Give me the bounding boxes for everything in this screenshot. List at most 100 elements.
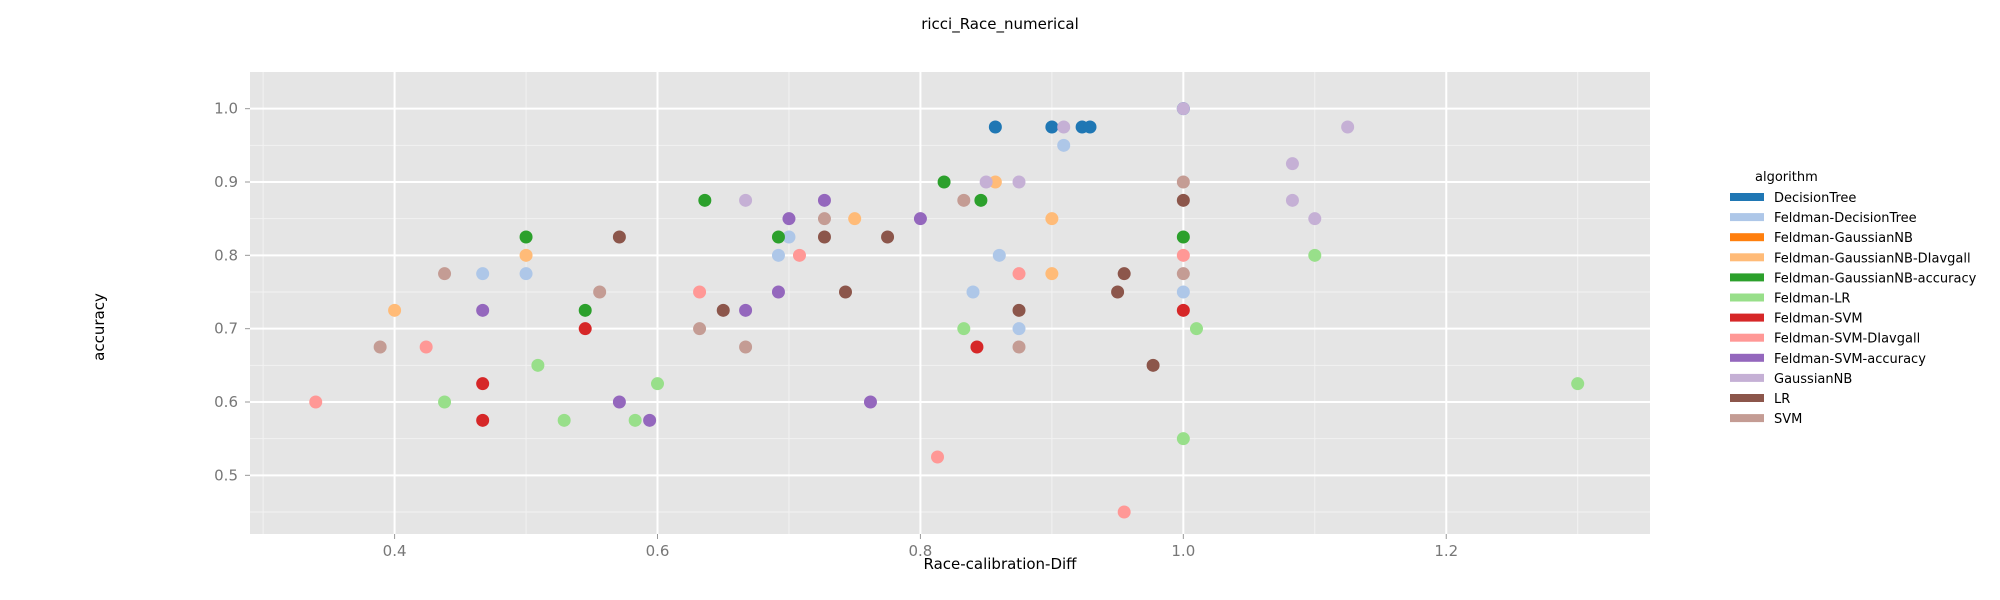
data-point [1176, 285, 1190, 299]
data-point [693, 285, 707, 299]
data-point [698, 193, 712, 207]
data-point [739, 340, 753, 354]
data-point [966, 285, 980, 299]
data-point [782, 212, 796, 226]
x-tick-label: 0.6 [646, 542, 670, 560]
data-point [716, 303, 730, 317]
data-point [1012, 175, 1026, 189]
data-point [1176, 193, 1190, 207]
data-point [578, 303, 592, 317]
x-tick-label: 1.2 [1434, 542, 1458, 560]
data-point [1083, 120, 1097, 134]
data-point [1176, 248, 1190, 262]
data-point [979, 175, 993, 189]
data-point [1176, 267, 1190, 281]
data-point [693, 322, 707, 336]
legend-label: Feldman-GaussianNB-DIavgall [1774, 251, 1971, 266]
data-point [519, 267, 533, 281]
data-point [1176, 230, 1190, 244]
data-point [643, 413, 657, 427]
data-point [1045, 267, 1059, 281]
data-point [1045, 120, 1059, 134]
data-point [771, 230, 785, 244]
data-point [1176, 175, 1190, 189]
legend-label: GaussianNB [1774, 372, 1852, 387]
data-point [419, 340, 433, 354]
data-point [1285, 157, 1299, 171]
legend-label: Feldman-DecisionTree [1774, 211, 1917, 226]
legend-title: algorithm [1755, 170, 1818, 185]
legend-swatch [1730, 373, 1764, 382]
legend-label: Feldman-GaussianNB-accuracy [1774, 271, 1977, 286]
chart-title: ricci_Race_numerical [921, 15, 1079, 34]
legend-label: Feldman-LR [1774, 292, 1850, 307]
data-point [476, 377, 490, 391]
legend: algorithm DecisionTree Feldman-DecisionTr… [1730, 170, 1977, 427]
data-point [771, 248, 785, 262]
y-tick-label: 0.6 [214, 393, 238, 411]
data-point [1285, 193, 1299, 207]
legend-label: SVM [1774, 412, 1802, 427]
legend-swatch [1730, 394, 1764, 402]
data-point [612, 230, 626, 244]
data-point [974, 193, 988, 207]
data-point [937, 175, 951, 189]
axis-ticks: 0.4 0.6 0.8 1.0 1.2 0.5 0.6 0.7 0.8 0.9 1.0 [214, 100, 1458, 560]
data-point [438, 267, 452, 281]
data-point [1341, 120, 1355, 134]
data-point [651, 377, 665, 391]
data-point [1189, 322, 1203, 336]
data-point [1176, 432, 1190, 446]
data-point [817, 230, 831, 244]
legend-swatch [1730, 293, 1764, 302]
x-axis-label: Race-calibration-Diff [923, 555, 1077, 573]
y-axis-label: accuracy [90, 293, 108, 361]
data-point [771, 285, 785, 299]
data-point [1012, 267, 1026, 281]
data-point [1117, 505, 1131, 519]
data-point [388, 303, 402, 317]
x-tick-label: 1.0 [1171, 542, 1195, 560]
data-point [438, 395, 452, 409]
x-tick-label: 0.4 [383, 542, 407, 560]
data-point [1012, 303, 1026, 317]
data-point [519, 248, 533, 262]
data-point [782, 230, 796, 244]
legend-label: Feldman-SVM-accuracy [1774, 352, 1926, 367]
legend-swatch [1730, 353, 1764, 362]
legend-swatch [1730, 193, 1764, 201]
data-point [848, 212, 862, 226]
data-point [957, 322, 971, 336]
data-point [476, 267, 490, 281]
data-point [1117, 267, 1131, 281]
data-point [1146, 358, 1160, 372]
y-tick-label: 0.5 [214, 466, 238, 484]
data-point [1012, 322, 1026, 336]
x-tick-label: 0.8 [908, 542, 932, 560]
data-point [881, 230, 895, 244]
legend-label: Feldman-SVM-DIavgall [1774, 332, 1920, 347]
data-point [792, 248, 806, 262]
data-point [373, 340, 387, 354]
y-tick-label: 0.7 [214, 320, 238, 338]
legend-swatch [1730, 213, 1764, 222]
data-point [309, 395, 323, 409]
data-point [988, 175, 1002, 189]
data-point [817, 193, 831, 207]
data-point [1057, 120, 1071, 134]
data-point [992, 248, 1006, 262]
data-point [1176, 102, 1190, 116]
data-point [1308, 248, 1322, 262]
legend-swatch [1730, 414, 1764, 423]
data-point [1571, 377, 1585, 391]
data-point [476, 413, 490, 427]
data-point [628, 413, 642, 427]
legend-label: Feldman-GaussianNB [1774, 231, 1913, 246]
grid-lines [250, 72, 1650, 534]
legend-swatch [1730, 313, 1764, 322]
data-point [557, 413, 571, 427]
legend-swatch [1730, 233, 1764, 242]
data-point [578, 322, 592, 336]
data-point [1308, 212, 1322, 226]
